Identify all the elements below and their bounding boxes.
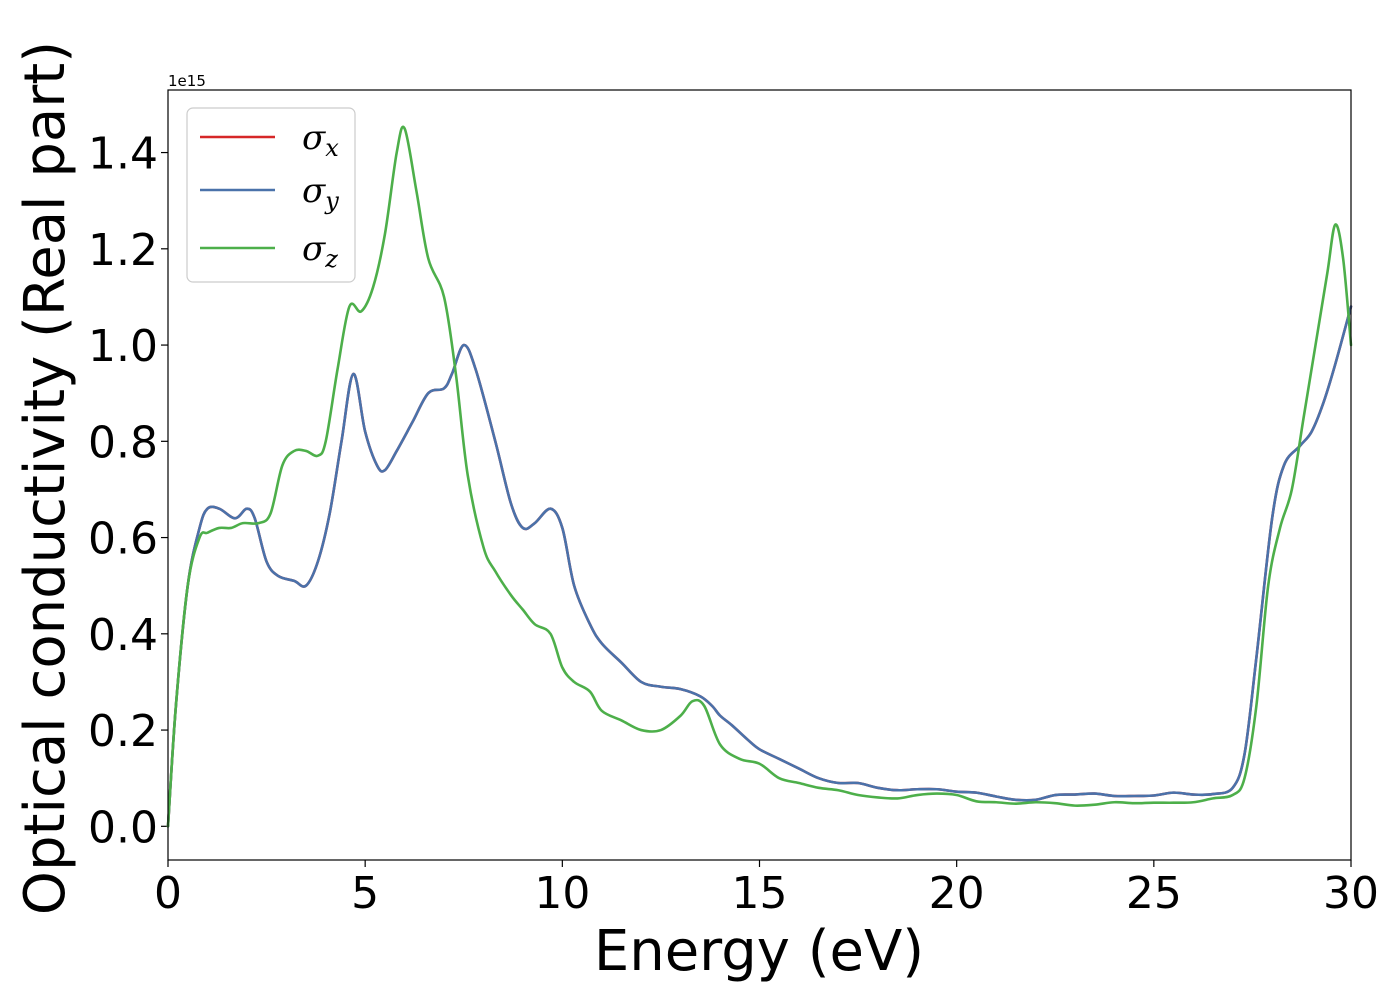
x-tick-label: 30 bbox=[1323, 868, 1379, 919]
y-tick-label: 0.0 bbox=[88, 802, 158, 853]
legend-label-y: σy bbox=[302, 171, 339, 215]
series-lines bbox=[166, 125, 1353, 828]
x-tick-label: 20 bbox=[929, 868, 985, 919]
x-tick-label: 5 bbox=[351, 868, 379, 919]
x-axis-ticks: 0 5 10 15 20 25 30 bbox=[154, 860, 1379, 919]
legend: σx σy σz bbox=[186, 107, 356, 283]
y-tick-label: 1.4 bbox=[88, 129, 158, 180]
y-axis-label: Optical conductivity (Real part) bbox=[13, 41, 78, 915]
x-tick-label: 25 bbox=[1126, 868, 1182, 919]
y-tick-label: 0.8 bbox=[88, 417, 158, 468]
plot-frame bbox=[167, 89, 1352, 861]
y-tick-label: 0.4 bbox=[88, 610, 158, 661]
series-line-y bbox=[166, 305, 1353, 828]
y-tick-label: 1.2 bbox=[88, 225, 158, 276]
x-tick-label: 10 bbox=[534, 868, 590, 919]
x-tick-label: 0 bbox=[154, 868, 182, 919]
y-offset-label: 1e15 bbox=[168, 72, 206, 90]
series-line-z bbox=[166, 125, 1353, 828]
y-tick-label: 0.2 bbox=[88, 706, 158, 757]
y-axis-ticks: 0.0 0.2 0.4 0.6 0.8 1.0 1.2 1.4 bbox=[88, 129, 168, 853]
x-tick-label: 15 bbox=[732, 868, 788, 919]
legend-label-x: σx bbox=[302, 118, 339, 162]
legend-box bbox=[186, 107, 356, 283]
legend-label-z: σz bbox=[302, 229, 338, 273]
y-tick-label: 1.0 bbox=[88, 321, 158, 372]
y-tick-label: 0.6 bbox=[88, 514, 158, 565]
x-axis-label: Energy (eV) bbox=[594, 919, 924, 984]
